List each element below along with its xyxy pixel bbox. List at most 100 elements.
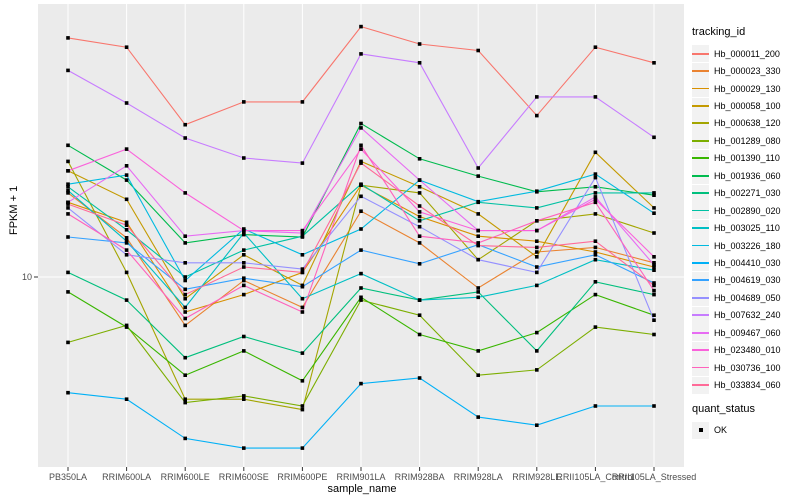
data-point — [476, 286, 480, 290]
data-point — [535, 423, 539, 427]
x-tick-label: PB350LA — [49, 472, 87, 482]
legend-item-label: Hb_000638_120 — [714, 118, 781, 129]
legend-key — [692, 45, 709, 63]
data-point — [652, 281, 656, 285]
data-point — [124, 298, 129, 302]
data-point — [359, 298, 363, 302]
data-point — [359, 52, 363, 56]
data-point — [593, 191, 598, 195]
data-point — [417, 214, 422, 219]
data-point — [476, 243, 480, 248]
data-point — [242, 156, 246, 160]
legend-key — [692, 306, 709, 324]
data-point — [300, 253, 305, 257]
data-point — [66, 212, 70, 216]
data-point — [535, 265, 539, 269]
legend-key-line-icon — [692, 296, 709, 299]
legend-item: Hb_000029_130 — [692, 80, 800, 98]
data-point — [593, 245, 598, 250]
legend-key — [692, 254, 709, 272]
data-point — [652, 211, 656, 215]
legend-item-label: Hb_009467_060 — [714, 327, 781, 338]
data-point — [124, 270, 129, 275]
legend-item: Hb_004689_050 — [692, 289, 800, 307]
legend-key — [692, 62, 709, 80]
data-point — [535, 206, 539, 210]
legend-key-line-icon — [692, 105, 709, 107]
data-point — [535, 349, 539, 353]
data-point — [476, 295, 480, 300]
x-tick-label: RRIM901LA — [336, 472, 385, 482]
data-point — [476, 199, 480, 204]
data-point — [242, 278, 246, 283]
data-point — [593, 172, 598, 176]
data-point — [359, 194, 363, 199]
legend-key — [692, 149, 709, 167]
data-point — [66, 270, 70, 275]
data-point — [124, 173, 129, 177]
data-point — [183, 136, 187, 140]
legend-key-line-icon — [692, 331, 709, 334]
data-point — [124, 223, 129, 227]
data-point — [300, 284, 305, 289]
data-point — [652, 61, 656, 65]
data-point — [593, 212, 598, 216]
legend-key-line-icon — [692, 52, 709, 55]
x-tick-label: RRIM600SE — [219, 472, 269, 482]
data-point — [300, 379, 305, 383]
legend-item: Hb_033834_060 — [692, 376, 800, 394]
data-point — [300, 407, 305, 412]
data-point — [417, 298, 422, 302]
data-point — [242, 292, 246, 297]
data-point — [652, 404, 656, 408]
legend-item-label: Hb_002271_030 — [714, 188, 781, 199]
legend-key — [692, 237, 709, 255]
legend-item-label: Hb_007632_240 — [714, 310, 781, 321]
data-point — [359, 295, 363, 300]
data-point — [124, 241, 129, 245]
data-point — [535, 368, 539, 372]
data-point — [417, 61, 422, 65]
data-point — [535, 330, 539, 335]
data-point — [124, 147, 129, 151]
legend-key — [692, 289, 709, 307]
data-point — [652, 263, 656, 267]
data-point — [593, 197, 598, 202]
x-tick-label: RRIM600PE — [277, 472, 327, 482]
data-point — [124, 101, 129, 105]
data-point — [535, 283, 539, 288]
data-point — [300, 228, 305, 233]
legend-key-line-icon — [692, 384, 709, 386]
data-point — [66, 185, 70, 189]
data-point — [593, 175, 598, 180]
data-point — [300, 305, 305, 310]
legend-key-line-icon — [692, 157, 709, 160]
data-point — [359, 271, 363, 276]
data-point — [66, 143, 70, 148]
legend-key-line-icon — [692, 87, 709, 90]
data-point — [242, 276, 246, 280]
data-point — [183, 310, 187, 314]
data-point — [476, 234, 480, 238]
data-point — [124, 45, 129, 49]
data-point — [476, 174, 480, 178]
data-point — [652, 292, 656, 297]
legend-key-line-icon — [692, 244, 709, 247]
data-point — [359, 121, 363, 126]
data-point — [183, 323, 187, 328]
legend-key-line-icon — [692, 192, 709, 195]
data-point — [417, 42, 422, 46]
legend-item: Hb_001390_110 — [692, 149, 800, 167]
legend-item: Hb_001936_060 — [692, 167, 800, 185]
x-tick-label: RRIM928LE — [512, 472, 561, 482]
x-tick-label: RRII105LA_Stressed — [612, 472, 697, 482]
legend-key-line-icon — [692, 366, 709, 369]
data-point — [242, 397, 246, 401]
x-tick-label: RRII105LA_Control — [556, 472, 634, 482]
legend-item: Hb_000058_100 — [692, 97, 800, 115]
data-point — [300, 270, 305, 275]
data-point — [535, 250, 539, 254]
data-point — [535, 95, 539, 99]
data-point — [359, 381, 363, 386]
